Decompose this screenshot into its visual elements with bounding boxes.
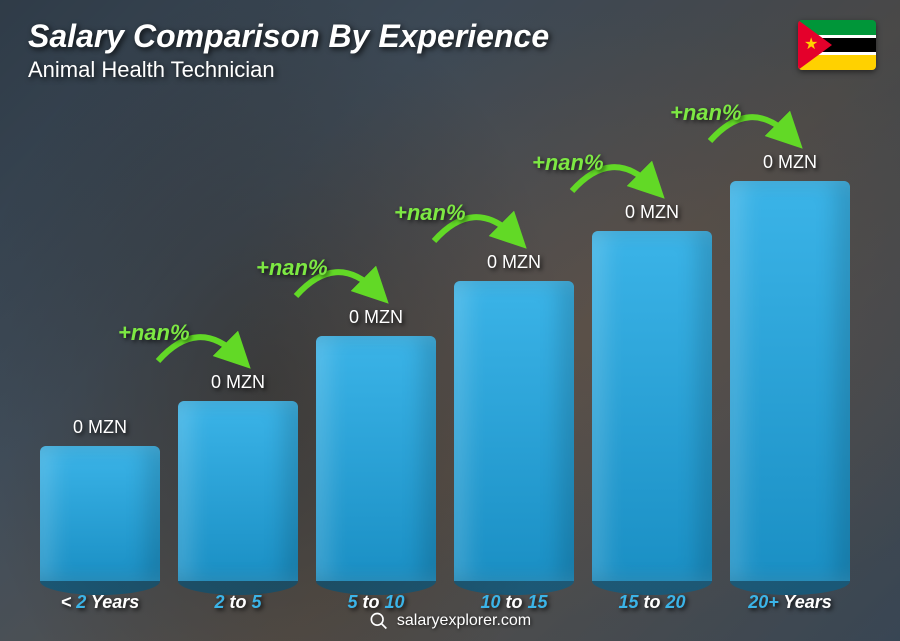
- bar-group: +nan%0 MZN2 to 5: [178, 372, 298, 581]
- category-label: < 2 Years: [61, 592, 140, 613]
- increase-label: +nan%: [670, 100, 742, 126]
- footer-text: salaryexplorer.com: [397, 612, 531, 630]
- flag-star-icon: ★: [804, 37, 818, 53]
- bar: [316, 336, 436, 581]
- footer: salaryexplorer.com: [369, 611, 531, 631]
- bar: [454, 281, 574, 581]
- category-label: 20+ Years: [748, 592, 832, 613]
- subtitle: Animal Health Technician: [28, 57, 549, 83]
- title-block: Salary Comparison By Experience Animal H…: [28, 18, 549, 83]
- category-label: 10 to 15: [480, 592, 547, 613]
- bar: [730, 181, 850, 581]
- bar-value-label: 0 MZN: [73, 417, 127, 438]
- main-title: Salary Comparison By Experience: [28, 18, 549, 55]
- bar: [592, 231, 712, 581]
- category-label: 5 to 10: [347, 592, 404, 613]
- country-flag-icon: ★: [798, 20, 876, 70]
- bar-group: +nan%0 MZN5 to 10: [316, 307, 436, 581]
- category-label: 15 to 20: [618, 592, 685, 613]
- increase-label: +nan%: [118, 320, 190, 346]
- category-label: 2 to 5: [214, 592, 261, 613]
- bar-group: +nan%0 MZN20+ Years: [730, 152, 850, 581]
- bar-group: 0 MZN< 2 Years: [40, 417, 160, 581]
- bar-chart: 0 MZN< 2 Years+nan%0 MZN2 to 5+nan%0 MZN…: [40, 101, 850, 581]
- increase-label: +nan%: [394, 200, 466, 226]
- search-icon: [369, 611, 389, 631]
- increase-label: +nan%: [256, 255, 328, 281]
- bar: [40, 446, 160, 581]
- bar-group: +nan%0 MZN15 to 20: [592, 202, 712, 581]
- bar-group: +nan%0 MZN10 to 15: [454, 252, 574, 581]
- bar: [178, 401, 298, 581]
- increase-label: +nan%: [532, 150, 604, 176]
